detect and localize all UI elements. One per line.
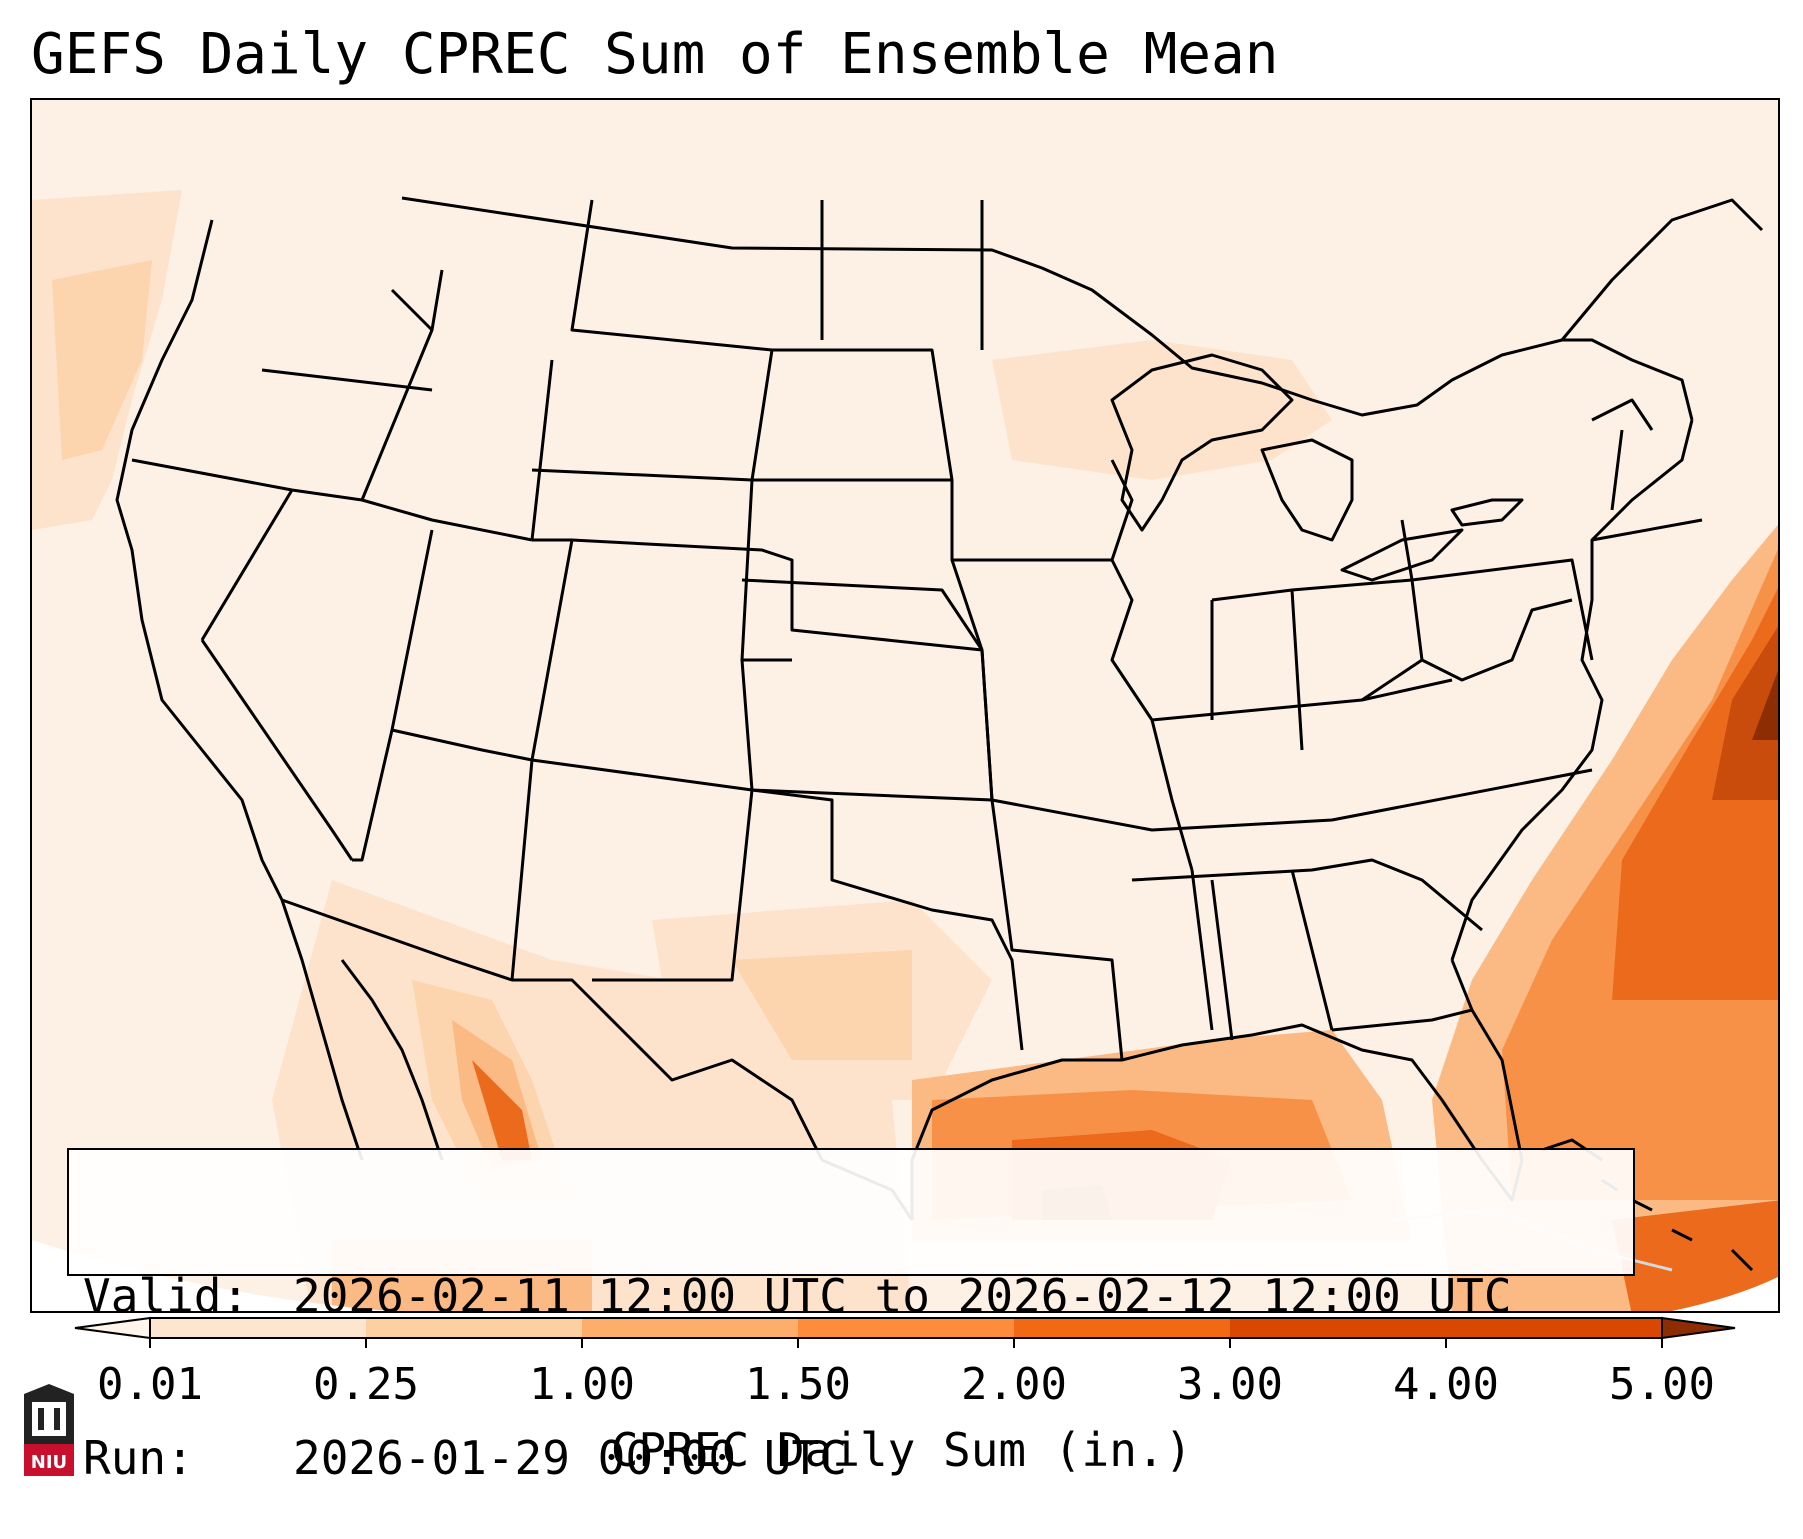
colorbar-tick-label: 1.50 <box>745 1359 851 1410</box>
precip-area <box>52 260 152 460</box>
colorbar-segment <box>150 1318 366 1338</box>
state-boundaries <box>115 196 1764 1221</box>
colorbar-segment <box>798 1318 1014 1338</box>
colorbar-label: CPREC Daily Sum (in.) <box>610 1423 1193 1477</box>
run-value: 2026-01-29 00:00 UTC <box>293 1431 847 1485</box>
precip-area <box>472 1060 532 1160</box>
valid-label: Valid: <box>83 1269 250 1323</box>
colorbar-segment <box>582 1318 798 1338</box>
colorbar-tick-label: 5.00 <box>1609 1359 1715 1410</box>
precip-area <box>1752 670 1778 740</box>
map-canvas <box>32 190 1778 1311</box>
valid-value: 2026-02-11 12:00 UTC to 2026-02-12 12:00… <box>293 1269 1512 1323</box>
colorbar-tick-label: 1.00 <box>529 1359 635 1410</box>
precip-area <box>1612 588 1778 1000</box>
colorbar-tick-label: 0.25 <box>313 1359 419 1410</box>
colorbar-tick-label: 4.00 <box>1393 1359 1499 1410</box>
precip-area <box>32 1240 390 1311</box>
colorbar-tick-label: 2.00 <box>961 1359 1067 1410</box>
colorbar-segment <box>366 1318 582 1338</box>
colorbar <box>74 1316 1736 1348</box>
precip-area <box>1671 1276 1778 1311</box>
precip-area <box>992 340 1332 480</box>
colorbar-extend-high <box>1661 1316 1736 1340</box>
niu-logo: NIU <box>24 1384 74 1476</box>
colorbar-segment <box>1446 1318 1662 1338</box>
colorbar-segment <box>1230 1318 1446 1338</box>
precip-area <box>1712 626 1778 800</box>
colorbar-tick-label: 0.01 <box>97 1359 203 1410</box>
colorbar-extend-low <box>74 1316 151 1340</box>
colorbar-segment <box>1014 1318 1230 1338</box>
precipitation-map[interactable] <box>30 98 1780 1313</box>
precip-area <box>732 950 912 1060</box>
map-title: GEFS Daily CPREC Sum of Ensemble Mean <box>31 22 1279 87</box>
precip-area <box>1612 1200 1778 1311</box>
valid-run-info-box: Valid: 2026-02-11 12:00 UTC to 2026-02-12… <box>67 1148 1635 1485</box>
run-label: Run: <box>83 1431 194 1485</box>
svg-text:NIU: NIU <box>31 1452 67 1473</box>
colorbar-tick-label: 3.00 <box>1177 1359 1283 1410</box>
